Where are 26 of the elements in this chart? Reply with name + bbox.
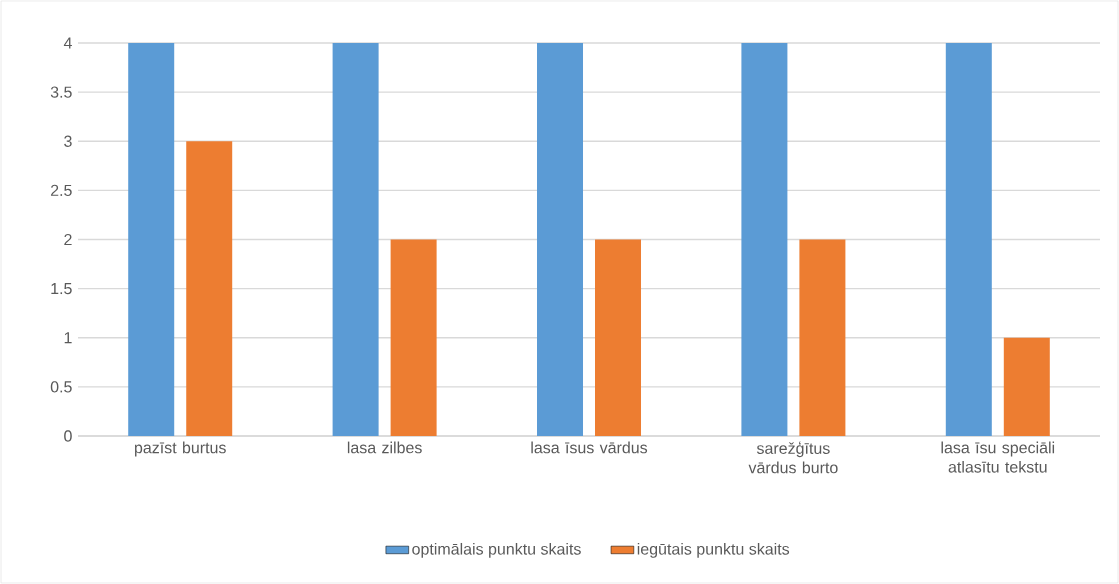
- y-tick-label: 3: [64, 135, 72, 147]
- bar: [1003, 337, 1050, 436]
- bar: [186, 141, 233, 436]
- x-tick-label: lasa zilbes: [347, 441, 422, 454]
- bar: [128, 42, 175, 436]
- bar: [595, 239, 642, 436]
- bar: [945, 42, 992, 436]
- y-tick-label: 3.5: [50, 86, 72, 98]
- y-tick-label: 1: [64, 332, 72, 344]
- legend-label: optimālais punktu skaits: [412, 542, 581, 558]
- y-tick-label: 0: [64, 430, 72, 442]
- legend-label: iegūtais punktu skaits: [637, 542, 790, 558]
- x-tick-label: lasa īsus vārdus: [531, 441, 648, 454]
- y-tick-label: 4: [63, 37, 72, 49]
- bar: [537, 42, 584, 436]
- y-tick-label: 2.5: [50, 184, 72, 197]
- bar: [390, 239, 437, 436]
- x-tick-label: sarežģītus vārdus burto: [748, 441, 838, 474]
- y-tick-label: 1.5: [51, 283, 72, 295]
- x-tick-label: pazīst burtus: [134, 441, 226, 457]
- bar: [799, 239, 846, 436]
- y-tick-label: 2: [64, 233, 72, 246]
- x-tick-label: lasa īsu speciāli atlasītu tekstu: [941, 441, 1055, 473]
- y-tick-label: 0.5: [50, 381, 72, 393]
- bar: [332, 42, 379, 436]
- bar: [741, 42, 788, 436]
